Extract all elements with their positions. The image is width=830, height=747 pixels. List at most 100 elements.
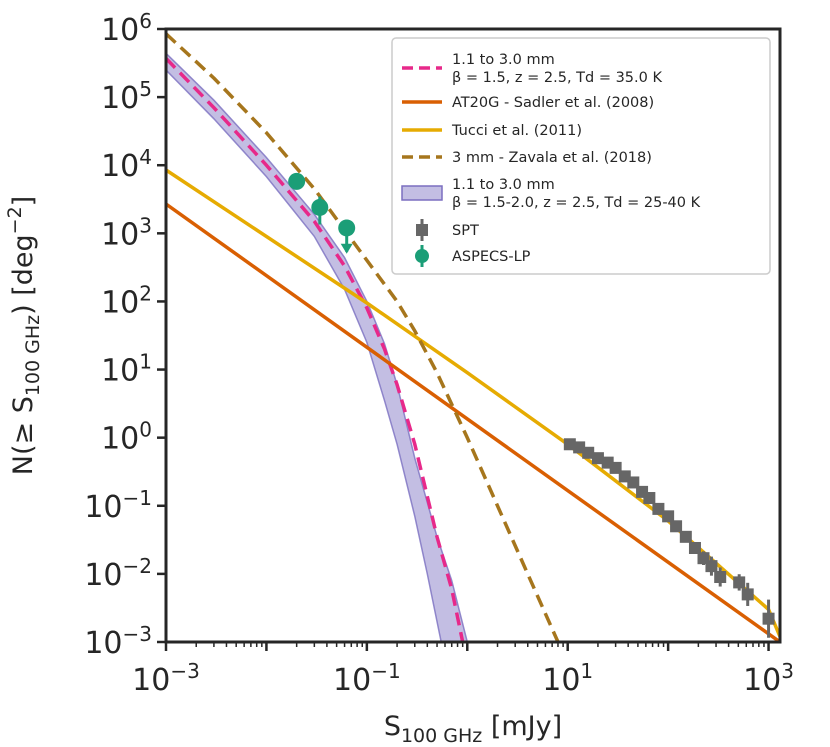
- legend-label-line2: β = 1.5-2.0, z = 2.5, Td = 25-40 K: [452, 195, 701, 211]
- x-tick-label: 103: [743, 659, 794, 698]
- aspecs-point-1: [311, 198, 329, 216]
- y-tick-label: 102: [101, 281, 152, 320]
- legend-label: AT20G - Sadler et al. (2008): [452, 95, 654, 111]
- y-label-sup: −2: [4, 206, 26, 234]
- legend-label-line2: β = 1.5, z = 2.5, Td = 35.0 K: [452, 70, 662, 86]
- y-tick-label: 10−3: [84, 622, 152, 661]
- x-axis-label: S100 GHz [mJy]: [384, 711, 562, 747]
- x-tick-label: 10−3: [132, 659, 200, 698]
- y-label-end: ]: [8, 196, 39, 207]
- plot-area: [166, 32, 780, 642]
- x-tick-label: 101: [542, 659, 593, 698]
- y-tick-exp: 1: [139, 350, 152, 374]
- legend-label: SPT: [452, 223, 479, 239]
- y-tick-label: 101: [101, 350, 152, 389]
- y-tick-exp: 3: [139, 213, 152, 237]
- legend-entry-4: 1.1 to 3.0 mm β = 1.5-2.0, z = 2.5, Td = …: [401, 177, 701, 211]
- spt-point-20: [762, 612, 775, 625]
- y-tick-exp: −3: [123, 622, 152, 646]
- x-label-main: S: [384, 711, 401, 742]
- y-tick-base: 10: [101, 422, 139, 457]
- x-tick-exp: 3: [781, 659, 794, 683]
- spt-point-19: [741, 588, 754, 601]
- y-label-post: ) [deg: [8, 234, 39, 315]
- aspecs-point-0: [288, 172, 306, 190]
- y-tick-base: 10: [84, 626, 122, 661]
- line-series-4: [166, 32, 560, 642]
- y-tick-label: 10−1: [84, 486, 152, 525]
- y-tick-label: 103: [101, 213, 152, 252]
- x-tick-exp: −3: [170, 659, 199, 683]
- x-tick-exp: −1: [371, 659, 400, 683]
- spt-point-1: [573, 441, 586, 454]
- x-tick-label: 10−1: [333, 659, 401, 698]
- spt-point-10: [652, 502, 665, 515]
- legend-label-line1: 1.1 to 3.0 mm: [452, 52, 555, 68]
- line-series-2: [166, 202, 780, 642]
- spt-point-0: [563, 438, 576, 451]
- spt-point-7: [627, 476, 640, 489]
- spt-point-13: [679, 530, 692, 543]
- y-tick-base: 10: [101, 285, 139, 320]
- y-tick-label: 10−2: [84, 554, 152, 593]
- upper-limit-arrow-2: [340, 243, 353, 254]
- y-tick-exp: 5: [139, 77, 152, 101]
- spt-point-11: [662, 510, 675, 523]
- legend-swatch-circle: [415, 249, 429, 263]
- spt-point-18: [733, 576, 746, 589]
- y-tick-exp: −2: [123, 554, 152, 578]
- y-tick-label: 106: [101, 9, 152, 48]
- legend-box: [391, 37, 771, 275]
- x-tick-base: 10: [743, 663, 781, 698]
- x-tick-base: 10: [132, 663, 170, 698]
- x-tick-base: 10: [542, 663, 580, 698]
- legend-label: ASPECS-LP: [452, 249, 531, 265]
- y-label-pre: N(≥ S: [8, 396, 39, 475]
- x-tick-base: 10: [333, 663, 371, 698]
- y-tick-base: 10: [101, 354, 139, 389]
- spt-point-14: [688, 541, 701, 554]
- y-tick-exp: −1: [123, 486, 152, 510]
- line-series-1: [166, 57, 465, 642]
- legend-entry-5: SPT: [416, 219, 479, 241]
- legend-swatch-square: [416, 224, 428, 236]
- aspecs-point-2: [338, 219, 356, 237]
- spt-point-9: [643, 492, 656, 505]
- spt-point-2: [582, 446, 595, 459]
- legend-entry-1: AT20G - Sadler et al. (2008): [402, 95, 654, 111]
- y-tick-base: 10: [101, 81, 139, 116]
- y-tick-base: 10: [101, 149, 139, 184]
- y-tick-base: 10: [84, 558, 122, 593]
- legend: 1.1 to 3.0 mm β = 1.5, z = 2.5, Td = 35.0…: [391, 37, 771, 275]
- y-tick-exp: 4: [139, 145, 152, 169]
- spt-point-3: [591, 452, 604, 465]
- y-label-sub: 100 GHz: [22, 315, 44, 396]
- band-series-0: [166, 52, 469, 642]
- legend-label-line1: 1.1 to 3.0 mm: [452, 177, 555, 193]
- spt-point-17: [714, 571, 727, 584]
- legend-entry-2: Tucci et al. (2011): [402, 123, 582, 139]
- y-axis-label: N(≥ S100 GHz) [deg−2]: [4, 196, 44, 475]
- x-label-unit: [mJy]: [482, 711, 562, 742]
- y-tick-base: 10: [101, 217, 139, 252]
- legend-entry-6: ASPECS-LP: [415, 245, 531, 267]
- spt-point-5: [609, 461, 622, 474]
- y-tick-label: 104: [101, 145, 152, 184]
- y-tick-label: 100: [101, 418, 152, 457]
- spt-point-12: [670, 520, 683, 533]
- x-tick-exp: 1: [580, 659, 593, 683]
- legend-label: Tucci et al. (2011): [451, 123, 582, 139]
- legend-entry-3: 3 mm - Zavala et al. (2018): [402, 150, 652, 166]
- y-tick-exp: 2: [139, 281, 152, 305]
- x-label-sub: 100 GHz: [401, 725, 482, 747]
- legend-entry-0: 1.1 to 3.0 mm β = 1.5, z = 2.5, Td = 35.0…: [402, 52, 662, 86]
- y-tick-base: 10: [101, 13, 139, 48]
- y-tick-base: 10: [84, 490, 122, 525]
- y-tick-label: 105: [101, 77, 152, 116]
- legend-swatch-patch: [401, 185, 443, 201]
- spt-point-16: [705, 560, 718, 573]
- y-tick-exp: 0: [139, 418, 152, 442]
- axes-frame: [164, 27, 782, 644]
- y-tick-exp: 6: [139, 9, 152, 33]
